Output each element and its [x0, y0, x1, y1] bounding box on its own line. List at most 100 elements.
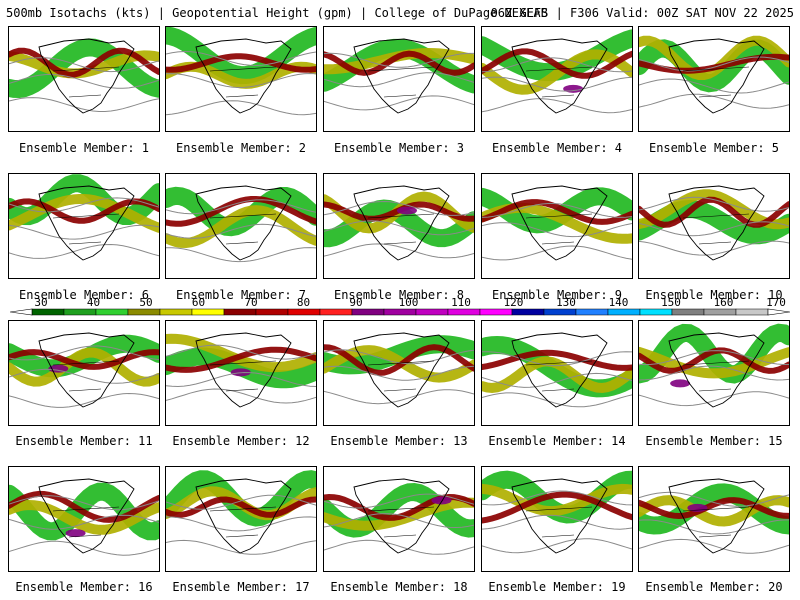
colorbar-right-arrow: [767, 308, 790, 316]
height-contour: [639, 365, 789, 381]
colorbar-segment: [415, 308, 449, 316]
jet-stream-band: [482, 48, 632, 79]
jet-stream-band: [639, 347, 789, 374]
jet-stream-band: [9, 499, 159, 535]
height-contour: [482, 245, 632, 261]
jet-stream-band: [482, 483, 632, 517]
jet-stream-band: [166, 186, 316, 237]
jet-stream-band: [639, 35, 789, 80]
ensemble-member-map: [323, 26, 475, 132]
political-border: [209, 66, 277, 98]
member-map-graphic: [324, 332, 474, 408]
colorbar-segment: [159, 308, 193, 316]
height-contour: [166, 100, 316, 116]
colorbar-tick-label: 120: [503, 296, 524, 309]
coastline: [353, 185, 450, 261]
height-contour: [639, 93, 789, 109]
ensemble-member-map: [638, 466, 790, 572]
member-map-graphic: [639, 185, 789, 261]
jet-stream-band: [639, 495, 789, 527]
height-contour: [324, 72, 474, 88]
jet-stream-band: [166, 496, 316, 518]
colorbar-labels: 30 40 50 60 70 80 90 100 110 120 130 140 150 160 170: [0, 296, 800, 309]
political-border: [52, 213, 120, 245]
colorbar-tick-label: 30: [34, 296, 48, 309]
jet-stream-band: [324, 497, 474, 531]
map-title: 500mb Isotachs (kts) | Geopotential Heig…: [6, 6, 548, 20]
height-contour: [639, 240, 789, 256]
height-contour: [482, 372, 632, 388]
political-border: [52, 66, 120, 98]
member-caption: Ensemble Member: 2: [175, 141, 307, 155]
coastline: [668, 185, 765, 261]
member-caption: Ensemble Member: 19: [488, 580, 626, 594]
colorbar-segment: [287, 308, 321, 316]
member-caption: Ensemble Member: 3: [333, 141, 465, 155]
height-contour: [166, 223, 316, 239]
height-contour: [324, 513, 474, 529]
member-map-graphic: [324, 478, 474, 555]
ensemble-member-map: [638, 173, 790, 279]
member-map-graphic: [9, 332, 159, 408]
jet-stream-band: [482, 349, 632, 371]
member-map-graphic: [482, 470, 632, 554]
height-contour: [166, 199, 316, 215]
colorbar-tick-label: 150: [661, 296, 681, 309]
member-caption: Ensemble Member: 8: [333, 288, 465, 302]
height-contour: [166, 50, 316, 67]
height-contour: [482, 98, 632, 114]
coastline: [353, 332, 450, 408]
ensemble-member-map: [165, 320, 317, 426]
member-caption: Ensemble Member: 9: [491, 288, 623, 302]
height-contour: [482, 222, 632, 238]
member-map-graphic: [324, 38, 474, 114]
height-contour: [166, 516, 316, 532]
jet-stream-band: [166, 347, 316, 389]
height-contour: [482, 490, 632, 506]
extreme-wind-core: [65, 529, 86, 538]
ensemble-member-map: [8, 466, 160, 572]
member-caption: Ensemble Member: 18: [330, 580, 468, 594]
height-contour: [324, 539, 474, 555]
jet-stream-band: [482, 356, 632, 394]
coastline: [195, 38, 292, 114]
colorbar-segment: [543, 308, 577, 316]
jet-stream-band: [9, 194, 159, 233]
jet-stream-band: [9, 198, 159, 224]
colorbar-tick-label: 160: [713, 296, 734, 309]
coastline: [353, 478, 450, 554]
jet-stream-band: [639, 483, 789, 535]
height-contour: [9, 392, 159, 408]
map-header: 500mb Isotachs (kts) | Geopotential Heig…: [6, 4, 796, 22]
political-border: [52, 506, 120, 538]
colorbar-left-arrow: [10, 308, 33, 316]
colorbar-segment: [383, 308, 417, 316]
colorbar-tick-label: 170: [766, 296, 786, 309]
height-contour: [9, 97, 159, 112]
coastline: [38, 185, 135, 261]
jet-stream-band: [166, 53, 316, 73]
extreme-wind-core: [431, 496, 452, 505]
political-border: [367, 506, 435, 538]
member-map-graphic: [9, 174, 159, 261]
coastline: [668, 332, 765, 408]
height-contour: [166, 494, 316, 510]
colorbar-segment: [575, 308, 609, 316]
height-contour: [9, 197, 159, 213]
height-contour: [639, 78, 789, 94]
ensemble-member-map: [165, 26, 317, 132]
height-contour: [324, 243, 474, 259]
height-contour: [324, 220, 474, 236]
height-contour: [9, 243, 159, 259]
colorbar-tick-label: 100: [398, 296, 419, 309]
political-border: [209, 360, 277, 392]
coastline: [668, 38, 765, 114]
political-border: [525, 360, 593, 392]
ensemble-member-map: [8, 173, 160, 279]
height-contour: [639, 221, 789, 237]
jet-stream-band: [482, 491, 632, 524]
coastline: [511, 332, 608, 408]
political-border: [367, 213, 435, 245]
height-contour: [482, 514, 632, 530]
height-contour: [166, 371, 316, 388]
